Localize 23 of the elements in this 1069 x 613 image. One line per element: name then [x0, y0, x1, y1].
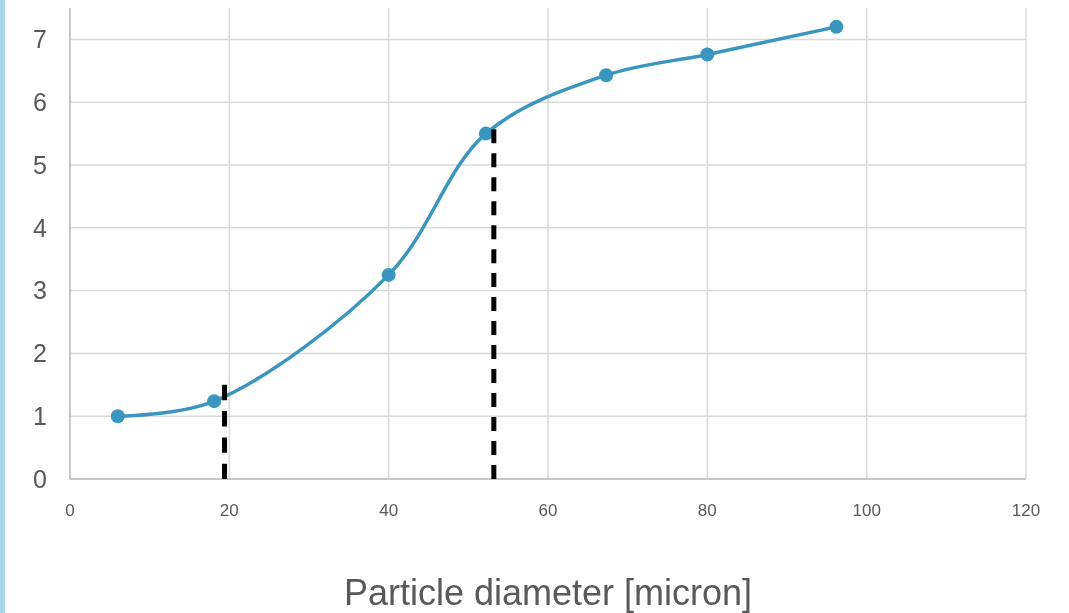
x-tick-label: 60: [538, 501, 558, 520]
point: [110, 409, 125, 424]
y-tick-label: 7: [33, 25, 47, 54]
y-tick-label: 4: [33, 213, 48, 242]
y-tick-label: 3: [33, 276, 47, 305]
x-tick-label: 40: [379, 501, 399, 520]
x-axis-title: Particle diameter [micron]: [343, 572, 753, 613]
point: [478, 126, 493, 141]
y-tick-label: 6: [33, 87, 47, 116]
point: [207, 394, 222, 409]
y-tick-label: 1: [33, 401, 47, 430]
y-tick-label: 2: [33, 339, 47, 368]
point: [599, 68, 614, 83]
point: [700, 47, 715, 62]
y-tick-label: 5: [33, 150, 47, 179]
point: [829, 19, 844, 34]
x-tick-label: 20: [219, 501, 239, 520]
point: [381, 267, 396, 282]
x-tick-label: 80: [697, 501, 717, 520]
y-tick-label: 0: [33, 464, 47, 493]
x-tick-label: 0: [65, 501, 75, 520]
x-tick-label: 120: [1011, 501, 1041, 520]
x-tick-label: 100: [852, 501, 881, 520]
